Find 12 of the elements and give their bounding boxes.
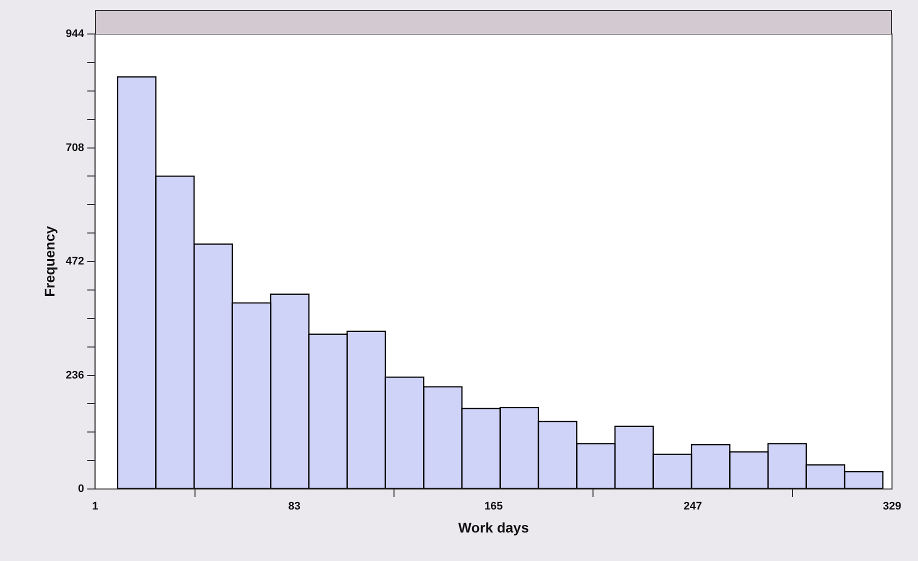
x-tick-label: 329 [882, 500, 902, 513]
y-tick-label: 0 [78, 483, 84, 496]
y-tick-label: 236 [66, 369, 84, 382]
x-tick-label: 247 [684, 500, 702, 513]
x-tick-label: 1 [92, 500, 98, 513]
y-tick-label: 708 [66, 142, 84, 154]
x-axis-title: Work days [458, 519, 530, 536]
x-tick-label: 165 [484, 500, 503, 513]
y-tick-label: 472 [66, 256, 84, 268]
y-tick-label: 944 [66, 28, 86, 40]
y-axis-title: Frequency [41, 226, 58, 297]
x-tick-label: 83 [288, 500, 300, 513]
